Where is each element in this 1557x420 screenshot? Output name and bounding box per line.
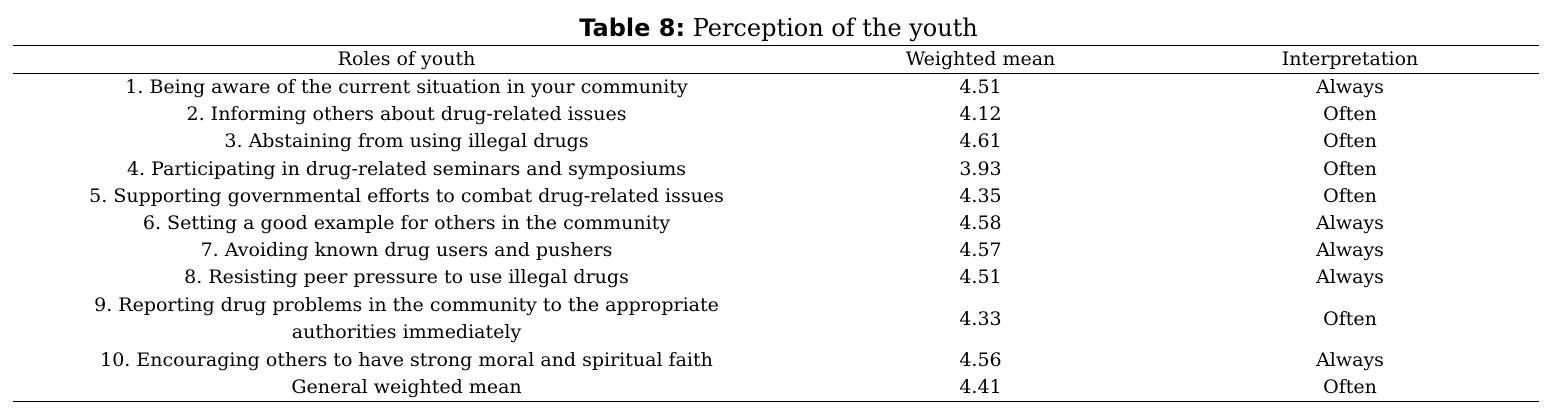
interpretation-cell: Often (1161, 374, 1539, 402)
role-cell: 6. Setting a good example for others in … (13, 210, 800, 237)
table-row: 2. Informing others about drug-related i… (13, 101, 1539, 128)
interpretation-cell: Often (1161, 156, 1539, 183)
mean-cell: 4.35 (800, 183, 1161, 210)
mean-cell: 4.57 (800, 237, 1161, 264)
mean-cell: 4.61 (800, 128, 1161, 155)
role-cell: 9. Reporting drug problems in the commun… (13, 292, 800, 347)
role-cell: 5. Supporting governmental efforts to co… (13, 183, 800, 210)
interpretation-cell: Always (1161, 347, 1539, 374)
role-cell: 8. Resisting peer pressure to use illega… (13, 264, 800, 291)
interpretation-cell: Always (1161, 210, 1539, 237)
caption-title: Perception of the youth (693, 14, 978, 42)
interpretation-cell: Often (1161, 183, 1539, 210)
table-caption: Table 8: Perception of the youth (0, 13, 1557, 43)
role-cell: 4. Participating in drug-related seminar… (13, 156, 800, 183)
header-row: Roles of youth Weighted mean Interpretat… (13, 46, 1539, 74)
role-cell: 2. Informing others about drug-related i… (13, 101, 800, 128)
interpretation-cell: Often (1161, 101, 1539, 128)
mean-cell: 4.33 (800, 292, 1161, 347)
column-header-roles: Roles of youth (13, 46, 800, 74)
table-row-summary: General weighted mean 4.41 Often (13, 374, 1539, 402)
table-row: 4. Participating in drug-related seminar… (13, 156, 1539, 183)
role-cell-text: 9. Reporting drug problems in the commun… (82, 292, 732, 347)
table-row: 9. Reporting drug problems in the commun… (13, 292, 1539, 347)
table-row: 5. Supporting governmental efforts to co… (13, 183, 1539, 210)
mean-cell: 4.56 (800, 347, 1161, 374)
interpretation-cell: Often (1161, 128, 1539, 155)
mean-cell: 4.12 (800, 101, 1161, 128)
table-row: 6. Setting a good example for others in … (13, 210, 1539, 237)
interpretation-cell: Always (1161, 237, 1539, 264)
caption-label: Table 8: (579, 14, 685, 42)
mean-cell: 4.58 (800, 210, 1161, 237)
perception-table: Roles of youth Weighted mean Interpretat… (13, 45, 1539, 402)
role-cell: 7. Avoiding known drug users and pushers (13, 237, 800, 264)
table-row: 1. Being aware of the current situation … (13, 74, 1539, 102)
interpretation-cell: Always (1161, 74, 1539, 102)
mean-cell: 4.51 (800, 264, 1161, 291)
column-header-interpretation: Interpretation (1161, 46, 1539, 74)
mean-cell: 4.51 (800, 74, 1161, 102)
role-cell: 10. Encouraging others to have strong mo… (13, 347, 800, 374)
mean-cell: 4.41 (800, 374, 1161, 402)
table-row: 7. Avoiding known drug users and pushers… (13, 237, 1539, 264)
table-row: 8. Resisting peer pressure to use illega… (13, 264, 1539, 291)
mean-cell: 3.93 (800, 156, 1161, 183)
interpretation-cell: Often (1161, 292, 1539, 347)
table-row: 3. Abstaining from using illegal drugs 4… (13, 128, 1539, 155)
role-cell: 1. Being aware of the current situation … (13, 74, 800, 102)
interpretation-cell: Always (1161, 264, 1539, 291)
role-cell: 3. Abstaining from using illegal drugs (13, 128, 800, 155)
table-row: 10. Encouraging others to have strong mo… (13, 347, 1539, 374)
role-cell: General weighted mean (13, 374, 800, 402)
column-header-weighted-mean: Weighted mean (800, 46, 1161, 74)
